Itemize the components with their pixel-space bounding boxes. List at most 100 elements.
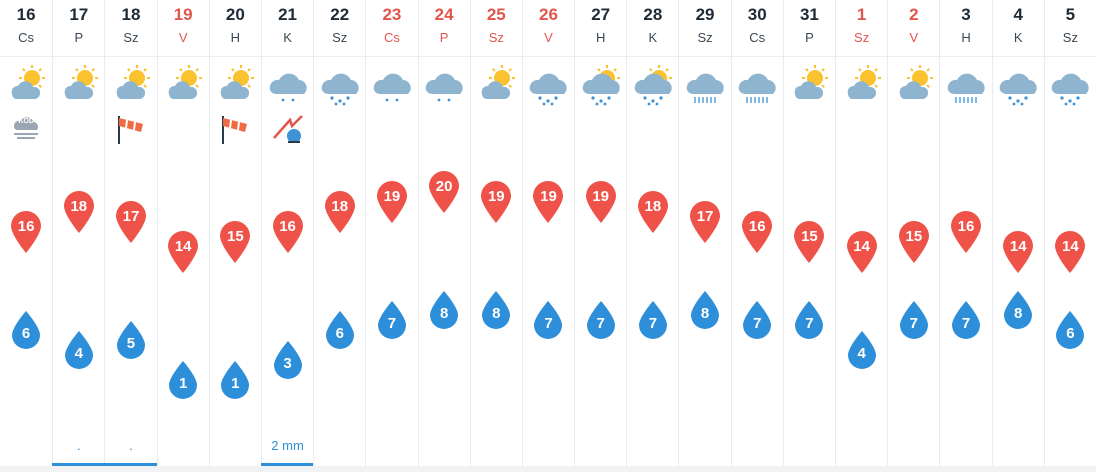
max-temp-pin: 18	[323, 190, 357, 234]
day-date: 29	[695, 5, 715, 24]
max-temp-pin: 17	[688, 200, 722, 244]
day-column[interactable]: 26 V 19 7	[521, 0, 574, 466]
day-column[interactable]: 24 P 20 8	[417, 0, 470, 466]
day-of-week: Sz	[123, 30, 139, 45]
min-temp-value: 7	[596, 315, 605, 332]
day-of-week: Sz	[854, 30, 870, 45]
day-date: 30	[747, 5, 767, 24]
day-of-week: K	[1013, 30, 1023, 45]
day-column[interactable]: 27 H 19 7	[574, 0, 626, 466]
day-of-week: Sz	[1062, 30, 1078, 45]
day-column[interactable]: 25 Sz 19 8	[469, 0, 522, 466]
min-temp-value: 4	[74, 345, 83, 362]
min-temp-value: 1	[178, 375, 188, 392]
sun-cloud-rain-icon	[579, 64, 623, 106]
min-temp-drop: 3	[271, 340, 305, 380]
day-column[interactable]: 5 Sz 14 6	[1043, 0, 1096, 466]
day-date: 21	[278, 5, 297, 24]
min-temp-drop: 7	[584, 300, 618, 340]
min-temp-drop: 8	[479, 290, 513, 330]
day-column[interactable]: 2 V 15 7	[887, 0, 939, 466]
sun-cloud-icon	[474, 64, 518, 104]
day-of-week: V	[909, 30, 919, 45]
day-column[interactable]: 20 H 15 1	[208, 0, 261, 466]
day-column[interactable]: 31 P 15 7	[782, 0, 835, 466]
cloud-drizzle-icon	[422, 64, 466, 104]
max-temp-value: 19	[487, 188, 505, 205]
day-of-week: P	[74, 30, 84, 45]
min-temp-value: 6	[335, 325, 344, 342]
min-temp-drop: 4	[62, 330, 96, 370]
min-temp-drop: 4	[845, 330, 879, 370]
sun-cloud-icon	[4, 64, 48, 104]
min-temp-drop: 7	[636, 300, 670, 340]
day-of-week: Sz	[697, 30, 713, 45]
day-of-week: V	[178, 30, 188, 45]
day-column[interactable]: 16 Cs KÖD 16 6	[0, 0, 52, 466]
day-column[interactable]: 4 K 14 8	[991, 0, 1044, 466]
bottom-scrollbar[interactable]	[0, 466, 1096, 472]
max-temp-pin: 18	[636, 190, 670, 234]
day-date: 4	[1013, 5, 1023, 24]
max-temp-value: 16	[957, 218, 975, 235]
min-temp-drop: 7	[792, 300, 826, 340]
min-temp-value: 6	[21, 325, 31, 342]
max-temp-pin: 14	[166, 230, 200, 274]
precipitation-amount: .	[129, 438, 133, 453]
cloud-heavy-rain-icon	[735, 64, 779, 104]
day-of-week: H	[230, 30, 241, 45]
max-temp-pin: 16	[9, 210, 43, 254]
day-column[interactable]: 28 K 18 7	[626, 0, 678, 466]
day-column[interactable]: 1 Sz 14 4	[835, 0, 887, 466]
min-temp-value: 1	[231, 375, 240, 392]
min-temp-value: 3	[283, 355, 292, 372]
max-temp-pin: 14	[1053, 230, 1087, 274]
max-temp-pin: 14	[845, 230, 879, 274]
day-date: 18	[121, 5, 141, 24]
max-temp-pin: 20	[427, 170, 461, 214]
min-temp-drop: 7	[897, 300, 931, 340]
min-temp-drop: 7	[531, 300, 565, 340]
day-date: 22	[330, 5, 350, 24]
day-column[interactable]: 29 Sz 17 8	[678, 0, 730, 466]
max-temp-value: 15	[905, 228, 923, 245]
sun-cloud-icon	[161, 64, 205, 104]
day-column[interactable]: 21 K 16 3 2 mm	[260, 0, 314, 466]
cloud-drizzle-icon	[370, 64, 414, 104]
min-temp-value: 7	[909, 315, 918, 332]
day-column[interactable]: 3 H 16 7	[939, 0, 991, 466]
day-date: 27	[591, 5, 611, 24]
min-temp-value: 8	[700, 305, 710, 322]
min-temp-value: 7	[544, 315, 553, 332]
day-of-week: V	[544, 30, 553, 45]
day-column[interactable]: 30 Cs 16 7	[730, 0, 783, 466]
day-of-week: K	[283, 30, 292, 45]
min-temp-drop: 7	[740, 300, 774, 340]
day-of-week: Cs	[383, 30, 400, 45]
day-column[interactable]: 17 P 18 4.	[52, 0, 105, 466]
min-temp-value: 7	[805, 315, 814, 332]
sun-cloud-icon	[840, 64, 884, 104]
min-temp-drop: 6	[1053, 310, 1087, 350]
max-temp-value: 20	[435, 178, 453, 195]
cloud-rain-icon	[1048, 64, 1092, 106]
day-column[interactable]: 22 Sz 18 6	[313, 0, 365, 466]
min-temp-drop: 1	[218, 360, 252, 400]
day-date: 31	[799, 5, 819, 24]
day-column[interactable]: 23 Cs 19 7	[365, 0, 417, 466]
max-temp-value: 14	[1062, 238, 1079, 255]
fog-label: KÖD	[18, 118, 34, 125]
max-temp-value: 18	[644, 198, 662, 215]
min-temp-value: 8	[492, 305, 501, 322]
day-column[interactable]: 19 V 14 1	[156, 0, 209, 466]
sun-cloud-icon	[213, 64, 257, 104]
max-temp-pin: 15	[218, 220, 252, 264]
day-of-week: Cs	[18, 30, 35, 45]
day-column[interactable]: 18 Sz 17 5.	[104, 0, 157, 466]
header-divider	[0, 56, 1096, 57]
min-temp-drop: 7	[375, 300, 409, 340]
day-of-week: Cs	[749, 30, 766, 45]
cloud-rain-icon	[318, 64, 362, 106]
day-date: 24	[434, 5, 454, 24]
day-date: 17	[69, 5, 89, 24]
